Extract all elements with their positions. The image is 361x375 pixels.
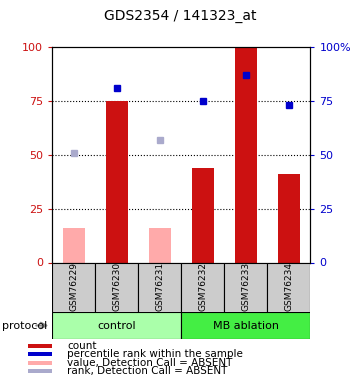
Text: GSM76229: GSM76229: [69, 262, 78, 311]
Bar: [63, 228, 84, 262]
Bar: [149, 228, 171, 262]
Text: percentile rank within the sample: percentile rank within the sample: [67, 350, 243, 359]
Bar: [181, 262, 225, 313]
Text: protocol: protocol: [2, 321, 47, 331]
Bar: [225, 262, 268, 313]
Bar: [235, 47, 257, 262]
Bar: [28, 344, 52, 348]
Bar: [138, 262, 181, 313]
Text: count: count: [67, 341, 96, 351]
Text: rank, Detection Call = ABSENT: rank, Detection Call = ABSENT: [67, 366, 227, 375]
Bar: [52, 312, 182, 339]
Bar: [28, 361, 52, 364]
Text: GDS2354 / 141323_at: GDS2354 / 141323_at: [104, 9, 257, 23]
Text: GSM76234: GSM76234: [284, 262, 293, 311]
Bar: [106, 101, 128, 262]
Bar: [28, 352, 52, 356]
Bar: [278, 174, 300, 262]
Text: GSM76230: GSM76230: [112, 262, 121, 311]
Bar: [181, 312, 310, 339]
Text: GSM76233: GSM76233: [242, 262, 251, 311]
Text: GSM76231: GSM76231: [155, 262, 164, 311]
Text: value, Detection Call = ABSENT: value, Detection Call = ABSENT: [67, 358, 232, 368]
Bar: [95, 262, 138, 313]
Text: MB ablation: MB ablation: [213, 321, 279, 331]
Bar: [28, 369, 52, 373]
Text: control: control: [97, 321, 136, 331]
Bar: [268, 262, 310, 313]
Text: GSM76232: GSM76232: [199, 262, 208, 311]
Bar: [192, 168, 214, 262]
Bar: [52, 262, 95, 313]
